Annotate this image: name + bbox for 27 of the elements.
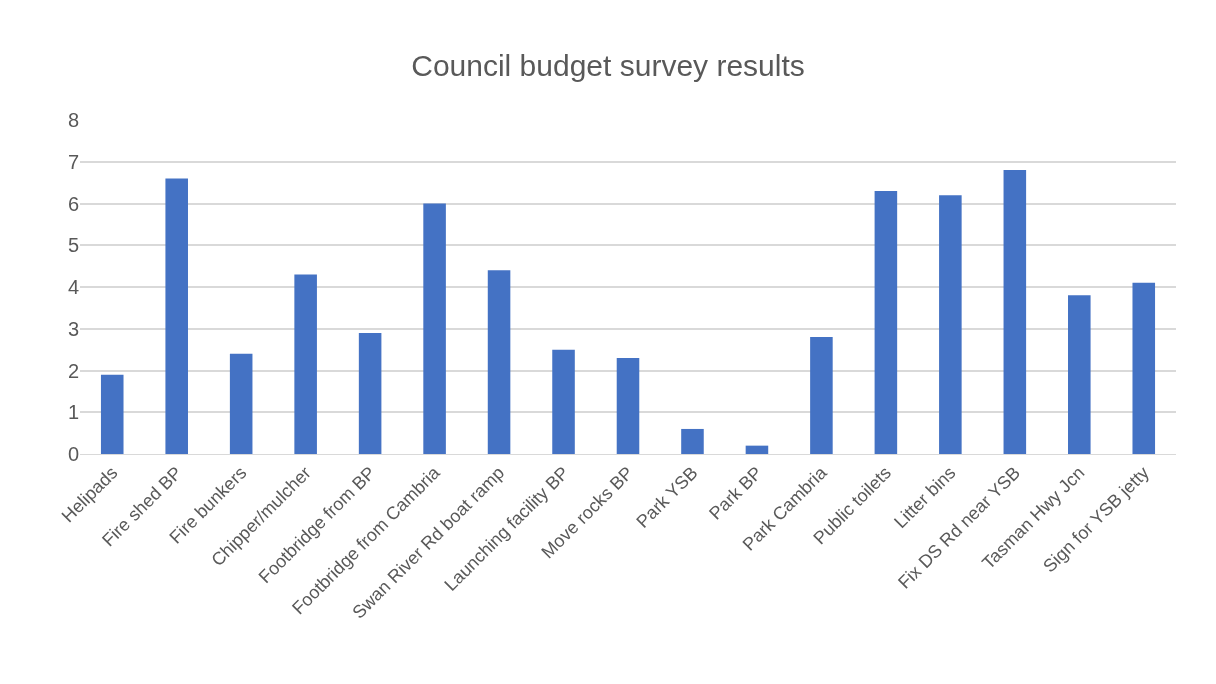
bar xyxy=(358,332,382,454)
y-tick-label: 2 xyxy=(67,359,79,382)
bar xyxy=(810,337,833,454)
bar xyxy=(745,445,769,454)
y-tick-label: 5 xyxy=(67,234,79,257)
bar xyxy=(487,270,511,454)
bar xyxy=(1003,170,1027,454)
bar xyxy=(1132,282,1156,454)
y-tick-label: 4 xyxy=(67,276,79,298)
y-tick-label: 6 xyxy=(67,192,79,215)
y-tick-label: 1 xyxy=(67,401,79,424)
bar xyxy=(294,274,317,454)
y-tick-label: 8 xyxy=(67,109,79,131)
y-tick-label: 3 xyxy=(67,317,79,340)
bar xyxy=(423,203,446,454)
bar xyxy=(552,349,575,454)
bar xyxy=(165,178,188,454)
bar xyxy=(874,190,898,454)
bar xyxy=(616,357,640,454)
bar xyxy=(939,195,962,454)
bar xyxy=(681,428,704,454)
bar xyxy=(229,353,253,454)
bar xyxy=(100,374,124,454)
chart-title: Council budget survey results xyxy=(411,48,805,82)
bar xyxy=(1068,295,1091,454)
y-tick-label: 0 xyxy=(67,443,79,465)
y-tick-label: 7 xyxy=(67,150,79,173)
